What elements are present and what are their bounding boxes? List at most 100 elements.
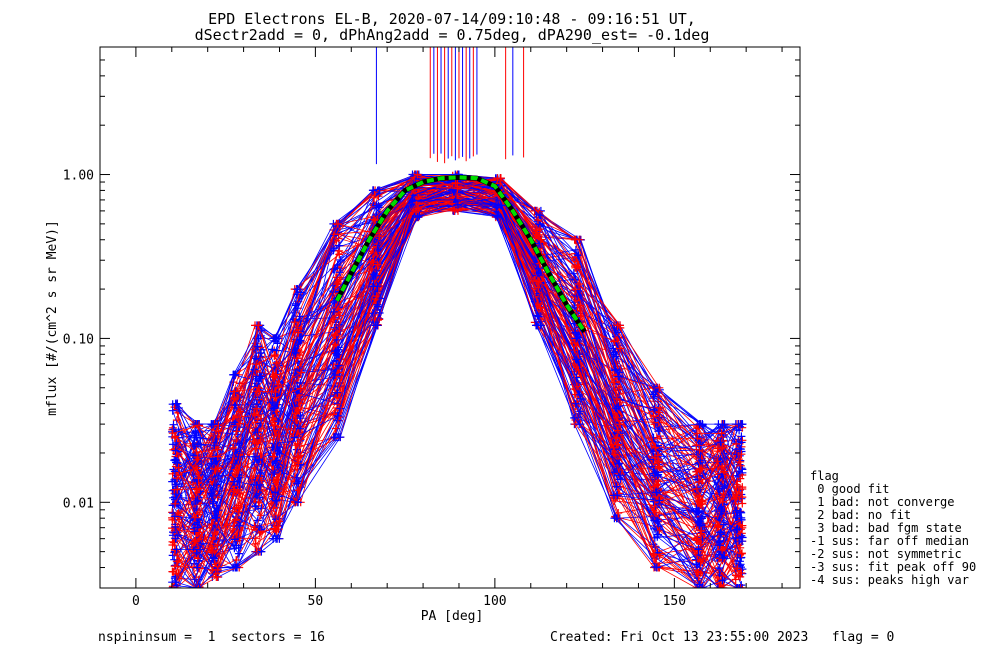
spectrum-point — [293, 439, 302, 448]
spectrum-point — [214, 471, 223, 480]
spectrum-point — [329, 288, 338, 297]
spectrum-point — [654, 470, 663, 479]
spectrum-point — [168, 429, 177, 438]
spectrum-point — [734, 571, 743, 580]
spectrum-point — [191, 429, 200, 438]
spectrum-point — [575, 280, 583, 288]
spectrum-point — [330, 315, 338, 324]
spectrum-point — [718, 584, 727, 588]
spectrum-point — [271, 488, 280, 497]
spectrum-point — [715, 541, 724, 550]
spectrum-point — [652, 563, 661, 572]
spectrum-point — [170, 512, 179, 521]
spectrum-point — [719, 584, 728, 588]
spectrum-point — [571, 263, 580, 272]
spectrum-point — [656, 403, 664, 412]
spectrum-point — [451, 195, 460, 204]
spectrum-point — [291, 461, 300, 470]
spectrum-point — [270, 524, 278, 533]
spectrum-point — [733, 512, 742, 521]
spectrum-point — [173, 399, 182, 408]
spectrum-point — [274, 383, 283, 392]
spectrum-point — [737, 533, 746, 542]
spectrum-point — [211, 511, 220, 520]
spectrum-point — [576, 394, 585, 403]
spectrum-point — [613, 514, 621, 523]
spectrum-point — [575, 420, 584, 429]
spectrum-point — [612, 404, 621, 413]
spectrum-point — [374, 211, 383, 219]
y-axis-label: mflux [#/(cm^2 s sr MeV)] — [45, 220, 60, 416]
y-tick-label: 1.00 — [63, 169, 94, 184]
spectrum-point — [650, 550, 659, 559]
spectrum-point — [336, 268, 345, 277]
spectrum-point — [229, 444, 237, 452]
spectrum-point — [331, 433, 339, 442]
spectrum-point — [414, 204, 423, 213]
spectrum-point — [272, 478, 281, 487]
spectrum-point — [718, 576, 727, 585]
spectrum-point — [172, 545, 181, 554]
spectrum-point — [533, 311, 542, 320]
spectrum-point — [698, 555, 707, 564]
legend-entry: 0 good fit — [810, 482, 889, 496]
spectrum-point — [612, 434, 621, 443]
spectrum-point — [173, 562, 182, 571]
spectrum-point — [271, 388, 280, 396]
spectrum-point — [733, 584, 742, 588]
spectrum-point — [651, 443, 660, 452]
spectrum-point — [720, 482, 729, 491]
spectrum-point — [373, 282, 382, 291]
spectrum-point — [293, 285, 302, 294]
spectrum-point — [171, 578, 180, 587]
spectrum-point — [273, 469, 282, 478]
spectrum-point — [534, 216, 542, 224]
spectrum-point — [693, 429, 702, 438]
spectrum-point — [269, 452, 278, 461]
spectrum-point — [496, 174, 505, 183]
spectrum-point — [613, 426, 622, 435]
spectrum-point — [654, 451, 662, 460]
spectrum-point — [333, 411, 342, 420]
spectrum-point — [252, 360, 261, 369]
spectrum-point — [451, 178, 460, 187]
spectrum-point — [254, 377, 263, 386]
spectrum-point — [692, 484, 701, 493]
spectrum-point — [408, 196, 417, 205]
spectrum-point — [232, 563, 241, 572]
spectrum-point — [719, 455, 728, 464]
spectrum-point — [270, 352, 279, 360]
spectrum-point — [370, 193, 379, 202]
spectrum-point — [576, 312, 585, 321]
spectrum-point — [296, 424, 304, 433]
spectrum-point — [230, 394, 239, 403]
spectrum-point — [268, 398, 277, 407]
spectrum-point — [373, 260, 382, 269]
spectrum-point — [214, 427, 223, 436]
spectrum-point — [212, 550, 221, 558]
spectrum-point — [207, 459, 216, 468]
spectrum-point — [736, 584, 745, 588]
spectrum-point — [697, 529, 705, 538]
spectrum-point — [296, 384, 305, 393]
spectrum-point — [173, 485, 182, 494]
spectrum-point — [229, 370, 238, 379]
legend-entry: -4 sus: peaks high var — [810, 573, 969, 587]
spectrum-point — [693, 584, 702, 588]
spectrum-point — [193, 453, 202, 462]
spectrum-point — [293, 479, 301, 488]
spectrum-point — [333, 388, 342, 397]
spectrum-point — [270, 421, 279, 430]
spectrum-point — [449, 185, 458, 194]
spectrum-point — [738, 565, 747, 574]
legend-entry: -3 sus: fit peak off 90 — [810, 560, 976, 574]
spectrum-point — [373, 300, 382, 309]
spectrum-point — [611, 348, 620, 357]
spectrum-point — [695, 465, 704, 474]
spectrum-point — [413, 170, 422, 179]
spectrum-point — [291, 301, 300, 310]
spectrum-point — [571, 245, 580, 254]
spectrum-point — [168, 440, 177, 449]
spectrum-point — [613, 321, 622, 330]
spectrum-point — [332, 347, 340, 356]
